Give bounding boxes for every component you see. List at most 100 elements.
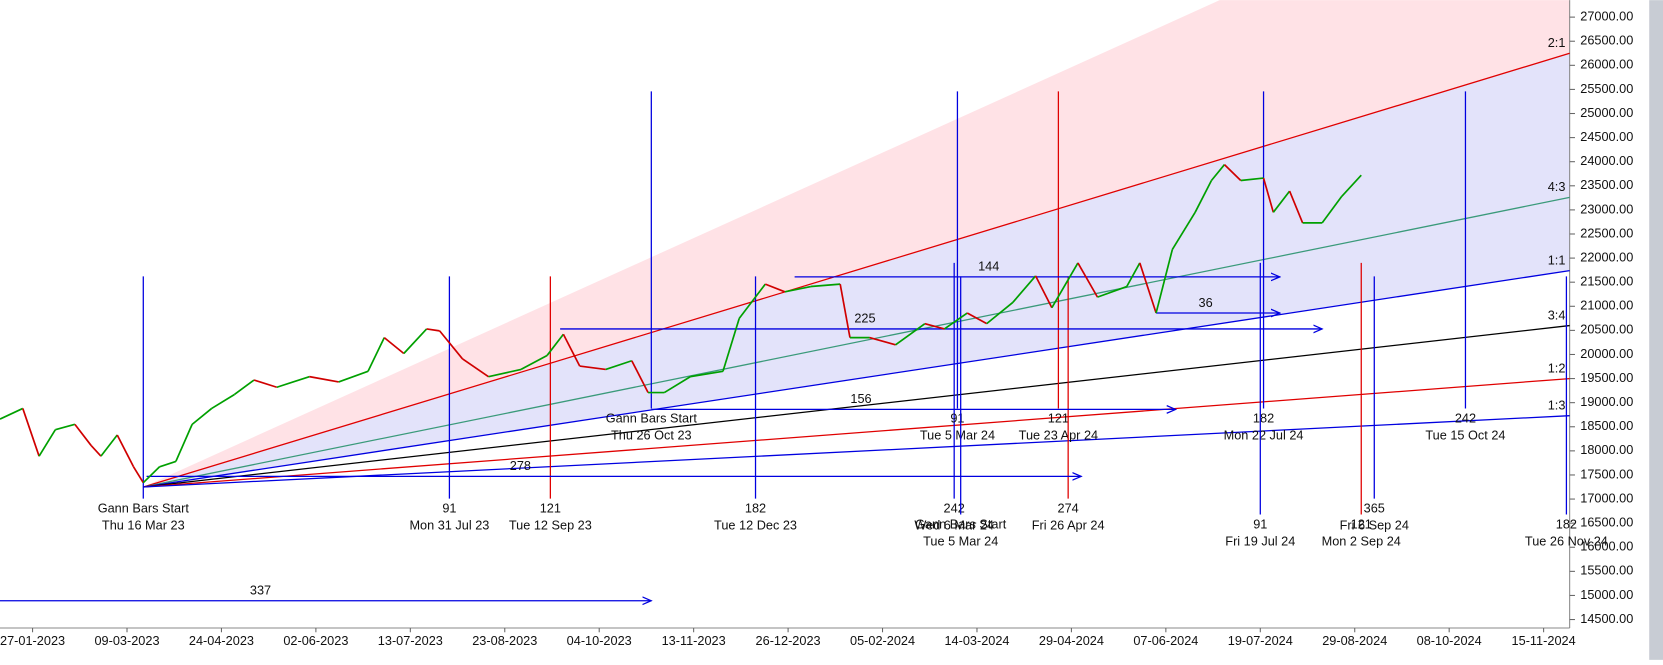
y-tick-label: 24000.00 (1580, 153, 1633, 168)
marker-count: 242 (1455, 410, 1476, 425)
price-segment (924, 322, 945, 330)
marker-date: Tue 12 Dec 23 (714, 518, 797, 533)
marker-count: Gann Bars Start (98, 501, 190, 516)
price-segment (116, 434, 135, 468)
price-segment (175, 424, 193, 462)
fan-zone-upper (143, 0, 1570, 488)
marker-count: 121 (1351, 516, 1372, 531)
price-segment (631, 360, 649, 393)
price-segment (1194, 180, 1213, 213)
price-segment (426, 328, 440, 332)
price-segment (21, 408, 40, 457)
y-tick-label: 16000.00 (1580, 539, 1633, 554)
fan-label: 1:1 (1548, 252, 1566, 267)
price-segment (1240, 177, 1264, 182)
price-segment (895, 322, 926, 346)
y-tick-label: 17000.00 (1580, 490, 1633, 505)
price-segment (367, 337, 386, 372)
price-segment (784, 285, 812, 293)
y-tick-label: 25000.00 (1580, 105, 1633, 120)
fan-line (143, 415, 1570, 488)
price-segment (488, 368, 522, 378)
arrow-label: 337 (250, 583, 271, 598)
x-tick-label: 14-03-2024 (944, 633, 1009, 648)
marker-date: Fri 26 Apr 24 (1032, 518, 1105, 533)
price-segment (383, 336, 405, 355)
price-segment (338, 370, 369, 383)
price-segment (943, 312, 968, 330)
y-tick-label: 23500.00 (1580, 177, 1633, 192)
price-segment (810, 283, 841, 288)
x-tick-label: 26-12-2023 (756, 633, 821, 648)
y-tick-label: 26500.00 (1580, 33, 1633, 48)
price-segment (1262, 177, 1275, 213)
y-tick-label: 16500.00 (1580, 515, 1633, 530)
price-segment (211, 393, 235, 410)
price-segment (1155, 249, 1174, 314)
fan-line (143, 269, 1570, 488)
marker-count: 91 (1253, 516, 1267, 531)
price-segment (1034, 275, 1053, 309)
price-segment (1288, 190, 1304, 224)
price-segment (1223, 163, 1242, 182)
marker-date: Tue 5 Mar 24 (920, 427, 995, 442)
price-segment (461, 358, 489, 378)
price-segment (132, 466, 145, 484)
y-tick-label: 18500.00 (1580, 418, 1633, 433)
x-tick-label: 13-07-2023 (378, 633, 443, 648)
price-segment (1051, 262, 1079, 309)
price-segment (309, 375, 339, 383)
marker-date: Wed 6 Mar 24 (914, 518, 994, 533)
marker-count: 182 (1556, 516, 1577, 531)
y-tick-label: 15500.00 (1580, 563, 1633, 578)
price-segment (1138, 262, 1157, 314)
price-segment (74, 423, 92, 447)
marker-date: Mon 22 Jul 24 (1224, 427, 1304, 442)
x-tick-label: 29-04-2024 (1039, 633, 1104, 648)
fan-line (143, 196, 1570, 488)
y-tick-label: 20500.00 (1580, 322, 1633, 337)
price-segment (142, 466, 161, 484)
price-segment (233, 379, 255, 396)
marker-date: Tue 5 Mar 24 (923, 533, 998, 548)
marker-date: Fri 6 Sep 24 (1340, 518, 1409, 533)
price-segment (579, 365, 606, 371)
x-tick-label: 15-11-2024 (1512, 633, 1576, 648)
price-segment (722, 318, 741, 372)
arrow-label: 36 (1199, 295, 1213, 310)
marker-date: Mon 31 Jul 23 (409, 518, 489, 533)
price-segment (764, 283, 786, 293)
fan-label: 2:1 (1548, 35, 1566, 50)
x-tick-label: 04-10-2023 (567, 633, 632, 648)
y-tick-label: 18000.00 (1580, 442, 1633, 457)
x-tick-label: 07-06-2024 (1133, 633, 1198, 648)
fan-line (143, 324, 1570, 488)
price-segment (0, 407, 24, 420)
price-segment (1210, 164, 1226, 182)
x-tick-label: 08-10-2024 (1417, 633, 1482, 648)
fan-line (143, 377, 1570, 488)
x-tick-label: 02-06-2023 (283, 633, 348, 648)
marker-date: Tue 15 Oct 24 (1425, 427, 1505, 442)
marker-count: 91 (950, 410, 964, 425)
price-segment (1272, 190, 1291, 213)
price-segment (100, 434, 118, 457)
marker-count: Gann Bars Start (915, 516, 1007, 531)
arrow-label: 225 (854, 311, 875, 326)
x-tick-label: 09-03-2023 (94, 633, 159, 648)
y-tick-label: 22000.00 (1580, 249, 1633, 264)
price-segment (1097, 285, 1128, 298)
arrow-label: 144 (978, 259, 999, 274)
y-tick-label: 25500.00 (1580, 81, 1633, 96)
price-segment (191, 407, 213, 426)
price-segment (520, 354, 548, 371)
fan-label: 1:3 (1548, 397, 1566, 412)
price-segment (90, 444, 102, 457)
fan-line (143, 52, 1570, 488)
marker-count: 121 (1048, 410, 1069, 425)
x-tick-label: 24-04-2023 (189, 633, 254, 648)
marker-date: Tue 26 Nov 24 (1525, 533, 1608, 548)
fan-label: 4:3 (1548, 179, 1566, 194)
